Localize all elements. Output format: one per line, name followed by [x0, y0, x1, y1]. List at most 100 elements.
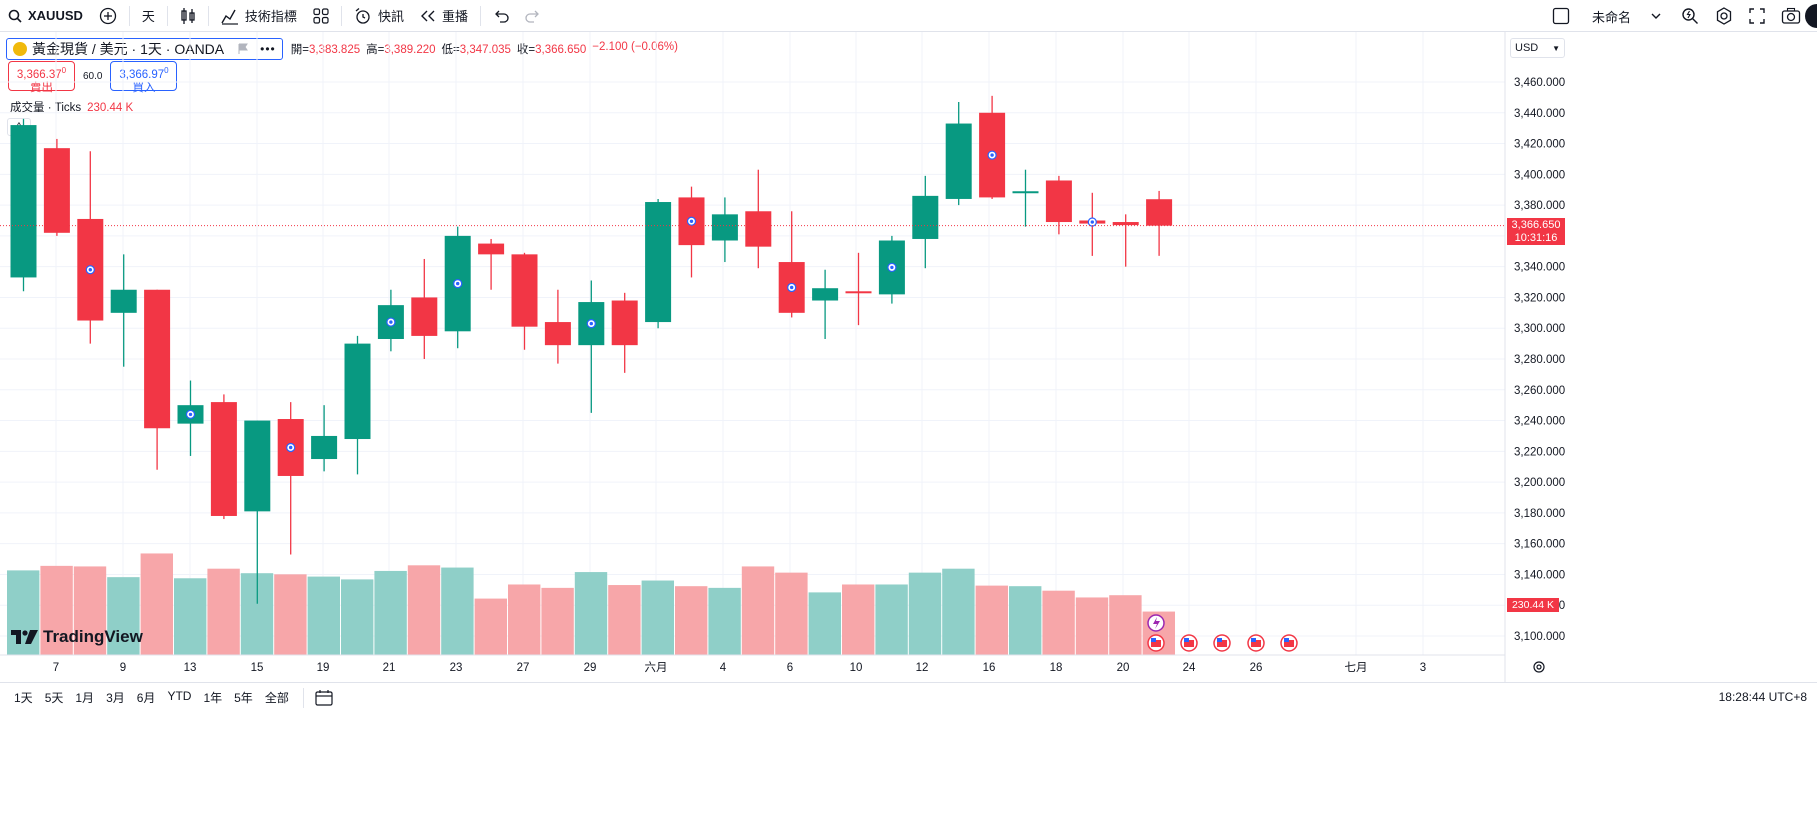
rewind-icon	[420, 10, 435, 21]
volume-bar	[140, 553, 173, 655]
divider	[479, 5, 481, 26]
volume-bar	[641, 580, 674, 655]
event-dot-center	[589, 321, 593, 326]
high-value: 高=3,389.220	[366, 44, 436, 56]
range-button[interactable]: 全部	[264, 691, 289, 705]
time-tick-label: 6	[787, 662, 793, 674]
indicators-button[interactable]: 技術指標	[213, 0, 305, 32]
range-button[interactable]: YTD	[167, 689, 192, 703]
price-tick-label: 3,340.000	[1514, 262, 1565, 274]
layout-name-button[interactable]: 未命名	[1578, 0, 1669, 32]
clock-timezone[interactable]: 18:28:44 UTC+8	[1718, 690, 1807, 704]
undo-button[interactable]	[485, 0, 517, 32]
gold-logo-icon	[13, 42, 27, 56]
alerts-button[interactable]: 快訊	[346, 0, 412, 32]
logo-text: TradingView	[43, 627, 143, 646]
candle-body	[1112, 222, 1139, 226]
divider	[207, 5, 209, 26]
price-tick-label: 3,180.000	[1514, 508, 1565, 520]
candle-body	[511, 254, 538, 327]
user-avatar[interactable]	[1805, 4, 1817, 28]
candle-body	[244, 420, 271, 512]
currency-select[interactable]: USD ▼	[1510, 38, 1565, 58]
symbol-legend: 黃金現貨 / 美元 · 1天 · OANDA ••• 開=3,383.825 高…	[6, 38, 678, 60]
close-value: 收=3,366.650	[516, 44, 587, 56]
sell-label: 賣出	[30, 81, 53, 94]
bottom-toolbar: 1天 5天 1月 3月 6月 YTD 1年 5年 全部	[0, 682, 1817, 712]
candle-body	[645, 202, 672, 323]
time-tick-label: 13	[184, 662, 197, 674]
candle-body	[344, 343, 371, 440]
flag-icon[interactable]	[237, 43, 249, 55]
symbol-title: 黃金現貨 / 美元 · 1天 · OANDA	[32, 41, 225, 57]
square-icon	[1552, 7, 1570, 25]
grid-icon	[313, 7, 329, 24]
candle-body	[812, 288, 839, 301]
sell-button[interactable]: 3,366.370 賣出	[8, 61, 75, 94]
range-button[interactable]: 3月	[106, 691, 125, 705]
chevron-down-icon: ▼	[1552, 44, 1560, 53]
price-tick-label: 3,280.000	[1514, 354, 1565, 366]
symbol-search[interactable]: XAUUSD	[0, 0, 91, 32]
trade-buttons: 3,366.370 賣出 60.0 3,366.970 買入	[8, 61, 178, 94]
volume-bar	[908, 572, 942, 655]
current-price: 3,366.650	[1511, 218, 1561, 231]
volume-bar	[1075, 597, 1109, 655]
us-flag-event-icon	[1147, 634, 1165, 652]
redo-button[interactable]	[517, 0, 549, 32]
layout-select-button[interactable]	[1544, 0, 1578, 32]
volume-bar	[1009, 586, 1042, 655]
volume-bar	[207, 568, 240, 655]
fullscreen-button[interactable]	[1741, 0, 1773, 32]
volume-bar	[374, 570, 407, 655]
snapshot-button[interactable]	[1773, 0, 1805, 32]
price-tick-label: 3,200.000	[1514, 477, 1565, 489]
range-button[interactable]: 5天	[44, 691, 64, 705]
volume-bar	[307, 576, 340, 655]
volume-legend: 成交量 · Ticks 230.44 K	[10, 99, 133, 115]
volume-bars	[7, 553, 1175, 655]
buy-button[interactable]: 3,366.970 買入	[110, 61, 178, 94]
camera-icon	[1781, 7, 1801, 24]
event-dot-center	[1090, 220, 1095, 224]
calendar-icon[interactable]	[314, 689, 334, 707]
price-chart[interactable]: 3,460.000 3,440.000 3,420.000 3,400.000 3,38…	[0, 0, 1817, 682]
compare-button[interactable]	[91, 0, 125, 32]
event-dot-center	[188, 412, 193, 417]
time-tick-label: 23	[450, 662, 463, 674]
event-dot-center	[88, 268, 93, 272]
time-tick-label: 29	[584, 662, 597, 674]
time-tick-label: 3	[1420, 662, 1426, 674]
price-tick-label: 3,380.000	[1514, 200, 1565, 212]
candle-body	[411, 297, 438, 336]
time-tick-label: 16	[983, 662, 996, 674]
chart-type-button[interactable]	[172, 0, 204, 32]
range-button[interactable]: 1天	[14, 691, 33, 705]
templates-button[interactable]	[305, 0, 337, 32]
time-tick-label: 9	[120, 662, 126, 674]
candle-body	[745, 211, 772, 247]
auto-scale-icon[interactable]	[1532, 660, 1546, 674]
event-dot-center	[990, 153, 994, 157]
interval-button[interactable]: 天	[134, 0, 163, 32]
symbol-title-box[interactable]: 黃金現貨 / 美元 · 1天 · OANDA •••	[6, 38, 283, 60]
volume-bar	[574, 572, 608, 655]
tradingview-logo[interactable]: TradingView	[11, 627, 143, 647]
settings-button[interactable]	[1707, 0, 1741, 32]
time-tick-label: 15	[251, 662, 264, 674]
range-button[interactable]: 5年	[234, 691, 253, 705]
replay-button[interactable]: 重播	[412, 0, 476, 32]
change-value: −2.100 (−0.06%)	[592, 41, 678, 53]
more-options-icon[interactable]: •••	[260, 42, 276, 56]
range-button[interactable]: 6月	[136, 691, 156, 705]
lightning-event-icon	[1147, 614, 1165, 632]
volume-bar	[1109, 595, 1142, 655]
price-tick-label: 3,240.000	[1514, 416, 1565, 428]
current-price-tag: 3,366.650 10:31:16	[1507, 217, 1565, 245]
volume-bar	[341, 579, 374, 655]
replay-label: 重播	[441, 9, 468, 24]
range-button[interactable]: 1月	[75, 691, 95, 705]
range-button[interactable]: 1年	[203, 691, 223, 705]
quick-search-button[interactable]	[1673, 0, 1707, 32]
event-dot-center	[790, 285, 794, 290]
